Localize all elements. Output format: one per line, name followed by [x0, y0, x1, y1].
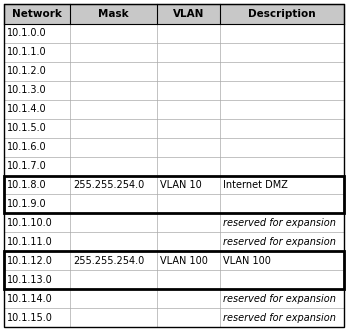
Text: Mask: Mask	[98, 9, 129, 19]
Bar	[4, 289, 344, 308]
Bar	[4, 81, 344, 100]
Bar	[4, 232, 344, 251]
Text: 10.1.8.0: 10.1.8.0	[7, 180, 47, 190]
Text: VLAN 100: VLAN 100	[160, 256, 208, 266]
Bar	[4, 62, 344, 81]
Bar	[4, 43, 344, 62]
Bar	[4, 251, 344, 270]
Text: 10.1.11.0: 10.1.11.0	[7, 237, 53, 247]
Text: 10.1.1.0: 10.1.1.0	[7, 47, 47, 57]
Text: 10.1.6.0: 10.1.6.0	[7, 142, 47, 152]
Bar	[4, 157, 344, 175]
Text: VLAN 10: VLAN 10	[160, 180, 202, 190]
Text: 10.1.4.0: 10.1.4.0	[7, 104, 47, 114]
Text: reserved for expansion: reserved for expansion	[223, 237, 336, 247]
Text: Network: Network	[12, 9, 62, 19]
Text: Internet DMZ: Internet DMZ	[223, 180, 288, 190]
Bar	[4, 175, 344, 194]
Text: 10.1.13.0: 10.1.13.0	[7, 275, 53, 285]
Text: 10.1.2.0: 10.1.2.0	[7, 66, 47, 76]
Bar	[4, 213, 344, 232]
Text: 10.1.12.0: 10.1.12.0	[7, 256, 53, 266]
Text: VLAN: VLAN	[173, 9, 204, 19]
Bar	[4, 119, 344, 138]
Bar	[4, 270, 344, 289]
Bar	[4, 138, 344, 157]
Text: 10.1.15.0: 10.1.15.0	[7, 312, 53, 322]
Text: reserved for expansion: reserved for expansion	[223, 218, 336, 228]
Bar	[4, 175, 344, 213]
Bar	[4, 194, 344, 213]
Bar	[4, 308, 344, 327]
Text: VLAN 100: VLAN 100	[223, 256, 271, 266]
Text: Description: Description	[248, 9, 316, 19]
Text: 10.1.9.0: 10.1.9.0	[7, 199, 47, 209]
Text: 255.255.254.0: 255.255.254.0	[73, 256, 144, 266]
Text: 10.1.3.0: 10.1.3.0	[7, 85, 47, 95]
Bar	[4, 4, 344, 24]
Text: 10.1.0.0: 10.1.0.0	[7, 28, 47, 38]
Text: 255.255.254.0: 255.255.254.0	[73, 180, 144, 190]
Text: 10.1.14.0: 10.1.14.0	[7, 294, 53, 304]
Bar	[4, 251, 344, 289]
Text: 10.1.10.0: 10.1.10.0	[7, 218, 53, 228]
Bar	[4, 100, 344, 119]
Text: reserved for expansion: reserved for expansion	[223, 312, 336, 322]
Bar	[4, 24, 344, 43]
Text: reserved for expansion: reserved for expansion	[223, 294, 336, 304]
Text: 10.1.7.0: 10.1.7.0	[7, 161, 47, 171]
Text: 10.1.5.0: 10.1.5.0	[7, 123, 47, 133]
